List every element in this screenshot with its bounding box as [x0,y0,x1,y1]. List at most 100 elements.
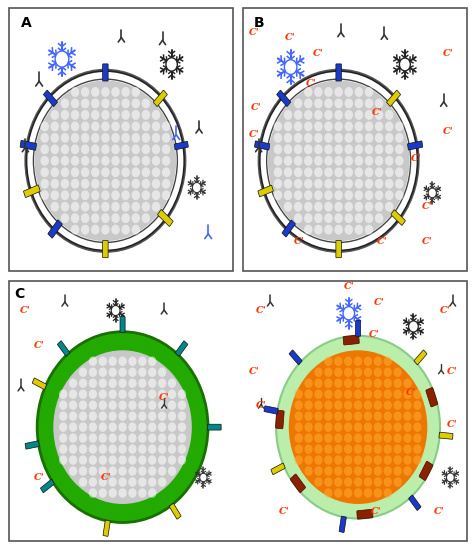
Ellipse shape [131,225,140,235]
Ellipse shape [71,179,79,189]
Ellipse shape [294,201,302,211]
FancyBboxPatch shape [20,140,37,150]
Ellipse shape [89,422,97,432]
FancyBboxPatch shape [48,220,62,238]
FancyBboxPatch shape [40,479,54,493]
Ellipse shape [119,477,127,487]
Ellipse shape [129,411,137,421]
Ellipse shape [81,98,89,108]
Ellipse shape [158,411,166,421]
Ellipse shape [148,400,157,410]
Ellipse shape [121,156,130,166]
Ellipse shape [354,390,362,399]
Ellipse shape [304,133,313,143]
Ellipse shape [69,411,77,421]
Ellipse shape [344,368,352,377]
Text: C': C' [256,401,267,411]
Ellipse shape [59,433,68,443]
Ellipse shape [403,455,412,465]
Ellipse shape [129,455,137,465]
Ellipse shape [364,390,372,399]
Ellipse shape [121,190,130,200]
Ellipse shape [334,488,342,498]
Ellipse shape [345,225,353,235]
Ellipse shape [168,422,176,432]
Ellipse shape [324,213,333,223]
Ellipse shape [334,379,342,388]
Ellipse shape [355,213,363,223]
Text: C': C' [34,341,45,349]
Ellipse shape [142,98,150,108]
Ellipse shape [394,379,402,388]
Ellipse shape [334,133,343,143]
Ellipse shape [101,98,109,108]
Ellipse shape [364,411,372,421]
Ellipse shape [364,368,372,377]
Ellipse shape [354,379,362,388]
Ellipse shape [40,190,49,200]
Ellipse shape [314,87,323,97]
Ellipse shape [354,357,362,366]
Ellipse shape [138,368,147,377]
Ellipse shape [69,444,77,454]
FancyBboxPatch shape [10,8,233,270]
Text: C': C' [313,49,323,58]
Text: C': C' [159,394,169,402]
Ellipse shape [305,390,313,399]
FancyBboxPatch shape [103,241,108,258]
Ellipse shape [138,477,147,487]
Ellipse shape [314,379,323,388]
Ellipse shape [344,433,352,443]
Ellipse shape [314,225,323,235]
Ellipse shape [148,477,157,487]
Ellipse shape [129,400,137,410]
Ellipse shape [35,81,176,241]
Ellipse shape [138,379,147,388]
Ellipse shape [81,133,89,143]
FancyBboxPatch shape [387,90,400,107]
Ellipse shape [314,411,323,421]
Ellipse shape [81,87,89,97]
Ellipse shape [345,179,353,189]
Text: C': C' [34,473,45,482]
Ellipse shape [109,411,117,421]
Ellipse shape [162,144,170,155]
Ellipse shape [119,422,127,432]
FancyBboxPatch shape [290,474,306,492]
Ellipse shape [148,368,157,377]
Ellipse shape [395,190,404,200]
Ellipse shape [89,466,97,476]
Ellipse shape [305,400,313,410]
Ellipse shape [71,201,79,211]
Ellipse shape [148,390,157,399]
Ellipse shape [345,87,353,97]
Ellipse shape [99,444,107,454]
Ellipse shape [374,390,382,399]
Ellipse shape [394,466,402,476]
Ellipse shape [284,167,292,177]
Ellipse shape [334,411,342,421]
Ellipse shape [354,422,362,432]
Ellipse shape [148,488,157,498]
Ellipse shape [364,400,372,410]
Text: C': C' [374,298,384,307]
Ellipse shape [111,133,120,143]
Ellipse shape [99,466,107,476]
Text: C': C' [406,388,416,397]
Ellipse shape [365,110,373,120]
Ellipse shape [25,70,185,252]
Ellipse shape [121,213,130,223]
Ellipse shape [55,51,69,67]
Ellipse shape [60,156,69,166]
Ellipse shape [394,390,402,399]
Ellipse shape [168,411,176,421]
Ellipse shape [142,133,150,143]
Text: C': C' [251,103,262,112]
Ellipse shape [304,179,313,189]
Ellipse shape [294,121,302,131]
Ellipse shape [305,433,313,443]
Ellipse shape [344,411,352,421]
Ellipse shape [324,444,333,454]
Ellipse shape [305,379,313,388]
FancyBboxPatch shape [175,341,188,356]
